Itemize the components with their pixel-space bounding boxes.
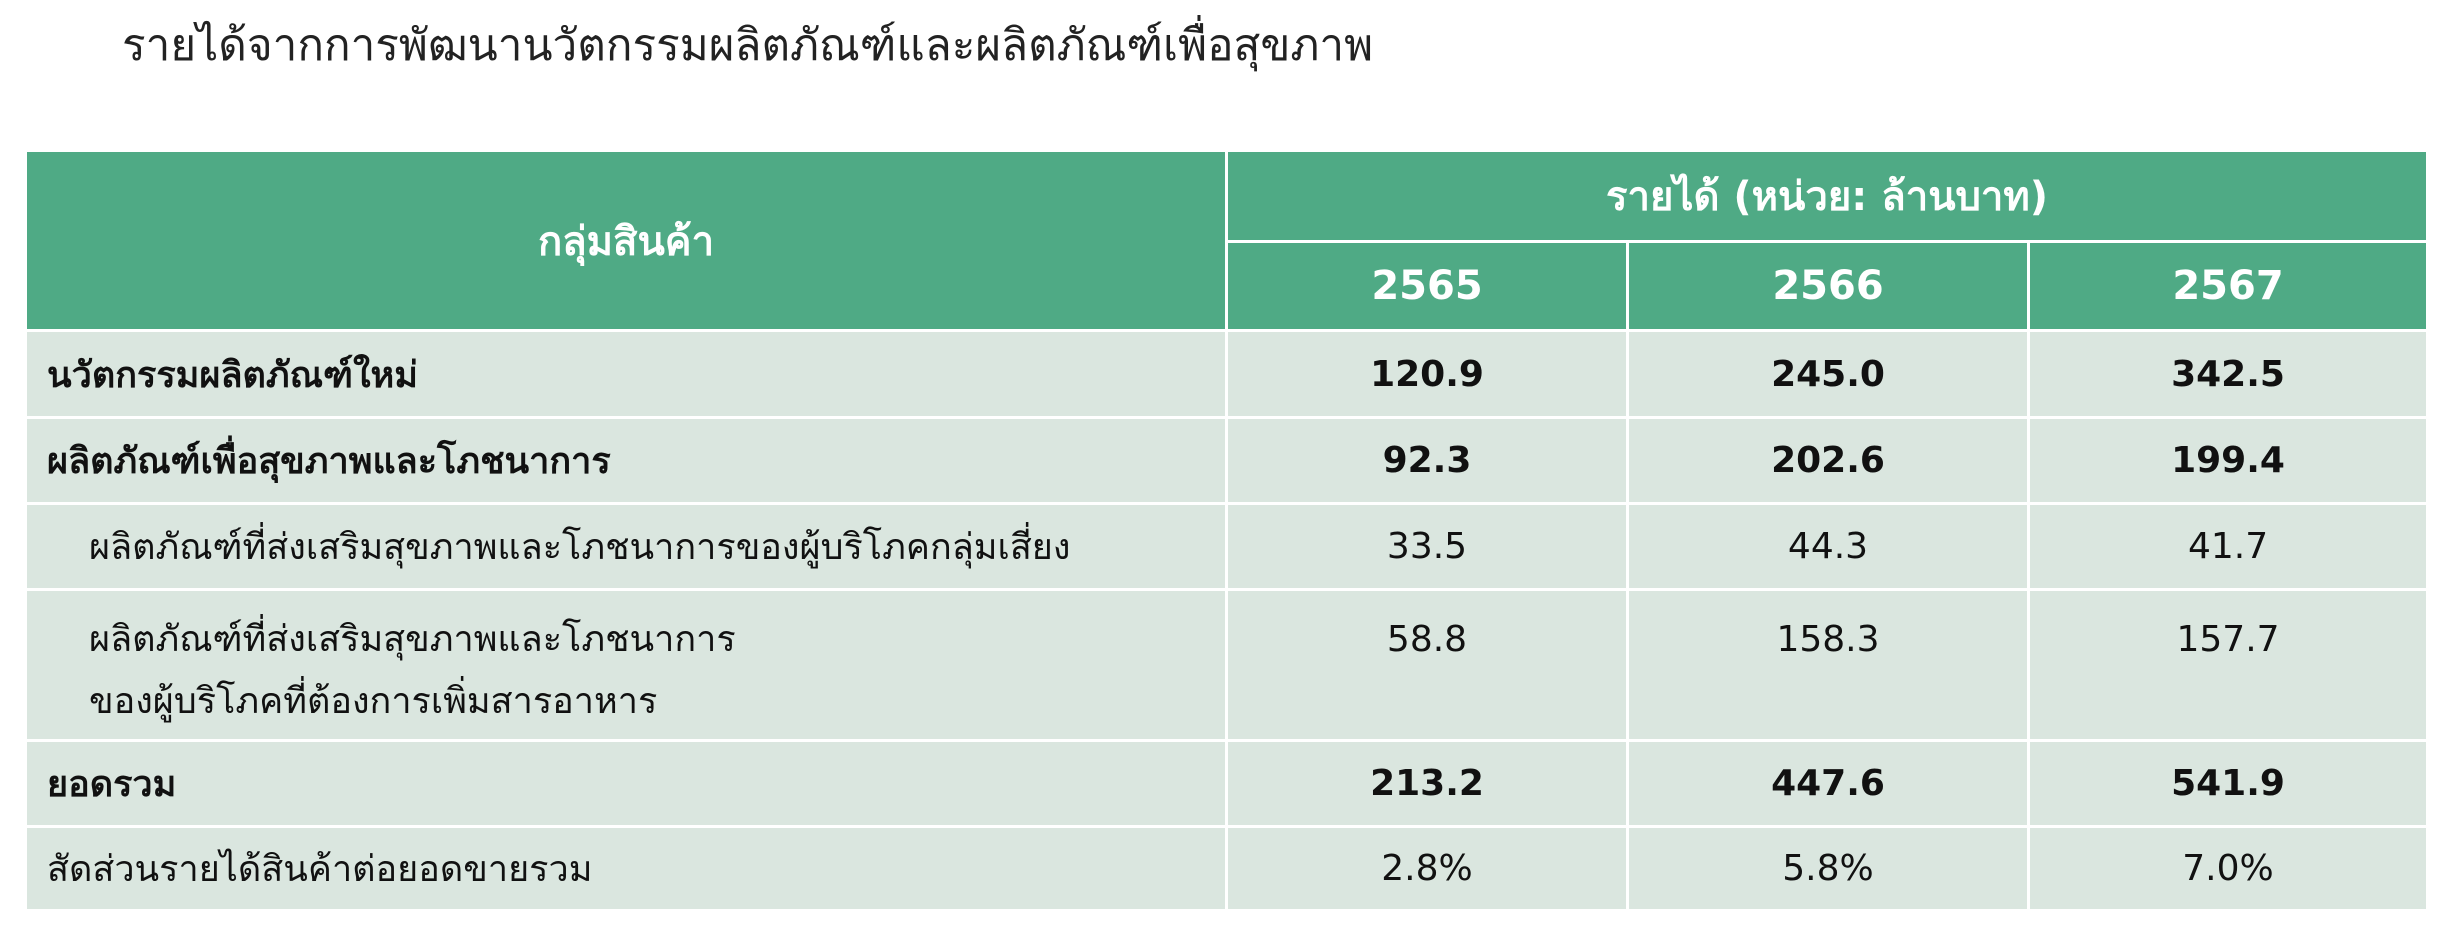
label-line: สัดส่วนรายได้สินค้าต่อยอดขายรวม [47,849,593,890]
table-row: นวัตกรรมผลิตภัณฑ์ใหม่ 120.9 245.0 342.5 [24,329,2430,419]
value-cell: 342.5 [2026,329,2430,419]
label-line: ยอดรวม [47,764,177,805]
label-line: ผลิตภัณฑ์ที่ส่งเสริมสุขภาพและโภชนาการ [89,619,736,660]
label-line: นวัตกรรมผลิตภัณฑ์ใหม่ [47,354,418,396]
table-row: ผลิตภัณฑ์ที่ส่งเสริมสุขภาพและโภชนาการของ… [24,502,2430,591]
row-label: ยอดรวม [24,739,1228,828]
table-row: ยอดรวม 213.2 447.6 541.9 [24,739,2430,828]
value-cell: 541.9 [2026,739,2430,828]
value-cell: 213.2 [1225,739,1629,828]
value-cell: 92.3 [1225,416,1629,505]
value-cell: 33.5 [1225,502,1629,591]
value-cell: 41.7 [2026,502,2430,591]
group-header: กลุ่มสินค้า [24,149,1228,332]
label-line: ผลิตภัณฑ์ที่ส่งเสริมสุขภาพและโภชนาการของ… [89,527,1071,568]
value-cell: 5.8% [1626,825,2030,912]
value-cell: 158.3 [1626,588,2030,742]
revenue-header: รายได้ (หน่วย: ล้านบาท) [1224,149,2430,243]
revenue-table: กลุ่มสินค้า รายได้ (หน่วย: ล้านบาท) 2565… [24,149,2430,912]
table-row: ผลิตภัณฑ์เพื่อสุขภาพและโภชนาการ 92.3 202.6… [24,416,2430,505]
row-label: ผลิตภัณฑ์เพื่อสุขภาพและโภชนาการ [24,416,1228,505]
value-cell: 447.6 [1626,739,2030,828]
value-cell: 202.6 [1626,416,2030,505]
table-row: สัดส่วนรายได้สินค้าต่อยอดขายรวม 2.8% 5.8% 7… [24,825,2430,912]
row-label: ผลิตภัณฑ์ที่ส่งเสริมสุขภาพและโภชนาการของ… [24,588,1228,742]
year-header: 2566 [1626,240,2030,332]
table-row: ผลิตภัณฑ์ที่ส่งเสริมสุขภาพและโภชนาการของ… [24,588,2430,742]
value-cell: 120.9 [1225,329,1629,419]
year-header: 2565 [1225,240,1629,332]
row-label: ผลิตภัณฑ์ที่ส่งเสริมสุขภาพและโภชนาการของ… [24,502,1228,591]
value-cell: 199.4 [2026,416,2430,505]
value-cell: 58.8 [1225,588,1629,742]
page-title: รายได้จากการพัฒนานวัตกรรมผลิตภัณฑ์และผลิ… [122,20,1374,71]
value-cell: 44.3 [1626,502,2030,591]
row-label: สัดส่วนรายได้สินค้าต่อยอดขายรวม [24,825,1228,912]
label-line: ของผู้บริโภคที่ต้องการเพิ่มสารอาหาร [89,681,658,722]
value-cell: 2.8% [1225,825,1629,912]
row-label: นวัตกรรมผลิตภัณฑ์ใหม่ [24,329,1228,419]
year-header: 2567 [2026,240,2430,332]
label-line: ผลิตภัณฑ์เพื่อสุขภาพและโภชนาการ [47,441,611,482]
value-cell: 7.0% [2026,825,2430,912]
value-cell: 157.7 [2026,588,2430,742]
value-cell: 245.0 [1626,329,2030,419]
